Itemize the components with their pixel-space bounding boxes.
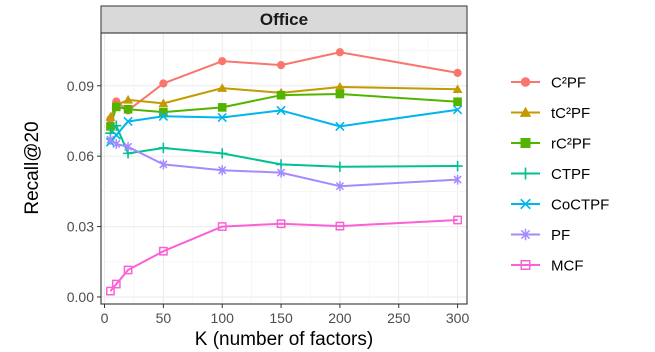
legend-label: C²PF xyxy=(551,75,586,92)
data-point-pf xyxy=(453,174,462,185)
series-points xyxy=(105,48,463,296)
data-point-c2pf xyxy=(453,68,462,77)
data-point-coctpf xyxy=(111,130,121,140)
series-points-mcf xyxy=(106,215,462,296)
data-point-coctpf xyxy=(217,112,227,123)
data-point-mcf xyxy=(453,215,462,225)
legend-key-marker xyxy=(520,260,531,270)
legend-key-marker xyxy=(519,167,532,180)
legend-label: rC²PF xyxy=(551,136,591,153)
series-points-pf xyxy=(106,134,462,192)
data-point-rc2pf xyxy=(106,122,115,131)
data-point-tc2pf xyxy=(123,94,134,104)
legend-item-coctpf: CoCTPF xyxy=(511,197,609,214)
y-tick-label: 0.03 xyxy=(67,219,94,235)
x-tick-label: 200 xyxy=(328,310,352,326)
legend-item-pf: PF xyxy=(511,227,570,244)
data-point-rc2pf xyxy=(111,102,121,112)
data-point-c2pf xyxy=(276,61,286,70)
legend-label: MCF xyxy=(551,258,584,275)
data-point-pf xyxy=(276,167,286,178)
data-point-pf xyxy=(159,159,168,170)
legend: C²PF tC²PF rC²PF CTPF CoCTPF PF MCF xyxy=(511,75,609,275)
data-point-rc2pf xyxy=(217,103,227,112)
legend-label: CTPF xyxy=(551,166,590,183)
legend-item-c2pf: C²PF xyxy=(511,75,586,92)
data-point-ctpf xyxy=(111,120,122,131)
x-tick-label: 0 xyxy=(101,310,109,326)
y-tick-label: 0.06 xyxy=(67,148,94,164)
data-point-rc2pf xyxy=(159,107,168,117)
plot-border xyxy=(100,32,468,305)
x-tick-label: 150 xyxy=(269,310,293,326)
legend-label: CoCTPF xyxy=(551,197,609,214)
y-tick-label: 0.09 xyxy=(67,78,94,94)
data-point-rc2pf xyxy=(453,97,462,107)
data-point-pf xyxy=(112,139,121,149)
plot-panel xyxy=(101,33,467,304)
legend-key-marker xyxy=(520,228,531,241)
legend-item-ctpf: CTPF xyxy=(511,166,590,183)
legend-key-marker xyxy=(520,138,531,148)
axes: 0 50 100 150 200 250 300 0.00 0.03 0.06 0.09 xyxy=(67,78,470,326)
legend-item-rc2pf: rC²PF xyxy=(511,136,591,153)
data-point-coctpf xyxy=(123,116,133,127)
x-tick-label: 100 xyxy=(211,310,235,326)
data-point-mcf xyxy=(158,246,168,256)
legend-item-tc2pf: tC²PF xyxy=(511,105,590,122)
data-point-c2pf xyxy=(218,57,227,66)
legend-key-marker xyxy=(520,198,531,210)
x-tick-label: 50 xyxy=(156,310,172,326)
legend-key-marker xyxy=(520,77,531,87)
data-point-coctpf xyxy=(335,121,345,132)
series-points-rc2pf xyxy=(106,89,462,131)
data-point-ctpf xyxy=(158,142,169,154)
data-point-tc2pf xyxy=(334,82,345,91)
data-point-pf xyxy=(123,141,133,152)
data-point-mcf xyxy=(123,265,133,275)
x-tick-label: 250 xyxy=(387,310,411,326)
data-point-coctpf xyxy=(452,105,463,115)
data-point-tc2pf xyxy=(452,84,463,94)
data-point-c2pf xyxy=(335,48,344,57)
x-axis-title: K (number of factors) xyxy=(195,329,373,350)
legend-label: PF xyxy=(551,227,570,244)
data-point-pf xyxy=(106,134,115,145)
data-point-tc2pf xyxy=(105,112,116,121)
data-point-rc2pf xyxy=(276,90,286,100)
data-point-tc2pf xyxy=(158,98,169,108)
legend-label: tC²PF xyxy=(551,105,590,122)
data-point-c2pf xyxy=(159,79,168,88)
data-point-rc2pf xyxy=(335,89,345,99)
data-point-mcf xyxy=(111,279,121,289)
y-axis-title: Recall@20 xyxy=(22,121,43,214)
data-point-coctpf xyxy=(276,105,286,116)
data-point-mcf xyxy=(276,219,286,229)
data-point-mcf xyxy=(335,221,345,231)
series-line-pf xyxy=(109,138,458,188)
legend-key-marker xyxy=(519,106,532,117)
y-tick-label: 0.00 xyxy=(67,289,94,305)
x-tick-label: 300 xyxy=(446,310,470,326)
series-line-ctpf xyxy=(109,124,458,168)
data-point-ctpf xyxy=(452,160,463,172)
data-point-mcf xyxy=(106,286,115,296)
data-point-mcf xyxy=(217,222,227,231)
data-point-ctpf xyxy=(334,161,346,172)
data-point-pf xyxy=(335,181,344,192)
data-point-rc2pf xyxy=(123,104,133,114)
legend-item-mcf: MCF xyxy=(511,258,584,275)
data-point-ctpf xyxy=(217,148,228,159)
data-point-pf xyxy=(218,165,227,176)
chart-title: Office xyxy=(260,10,308,29)
series-line-mcf xyxy=(109,219,458,292)
data-point-tc2pf xyxy=(217,83,228,92)
facet-strip xyxy=(100,5,468,34)
data-point-coctpf xyxy=(158,111,169,121)
